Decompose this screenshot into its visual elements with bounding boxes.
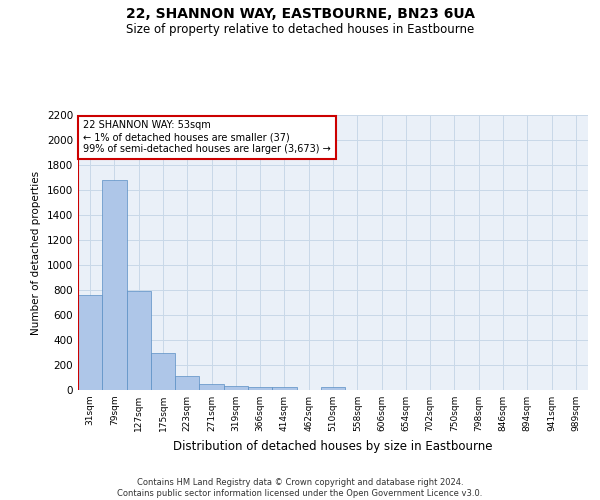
Bar xyxy=(224,386,248,390)
Bar xyxy=(175,376,199,390)
Text: 22, SHANNON WAY, EASTBOURNE, BN23 6UA: 22, SHANNON WAY, EASTBOURNE, BN23 6UA xyxy=(125,8,475,22)
Bar xyxy=(78,295,102,390)
Bar xyxy=(321,387,345,390)
X-axis label: Distribution of detached houses by size in Eastbourne: Distribution of detached houses by size … xyxy=(173,440,493,452)
Bar xyxy=(151,352,175,390)
Bar xyxy=(199,384,224,390)
Bar xyxy=(102,180,127,390)
Bar xyxy=(248,387,272,390)
Y-axis label: Number of detached properties: Number of detached properties xyxy=(31,170,41,334)
Text: 22 SHANNON WAY: 53sqm
← 1% of detached houses are smaller (37)
99% of semi-detac: 22 SHANNON WAY: 53sqm ← 1% of detached h… xyxy=(83,120,331,154)
Text: Size of property relative to detached houses in Eastbourne: Size of property relative to detached ho… xyxy=(126,22,474,36)
Text: Contains HM Land Registry data © Crown copyright and database right 2024.
Contai: Contains HM Land Registry data © Crown c… xyxy=(118,478,482,498)
Bar xyxy=(127,290,151,390)
Bar xyxy=(272,387,296,390)
